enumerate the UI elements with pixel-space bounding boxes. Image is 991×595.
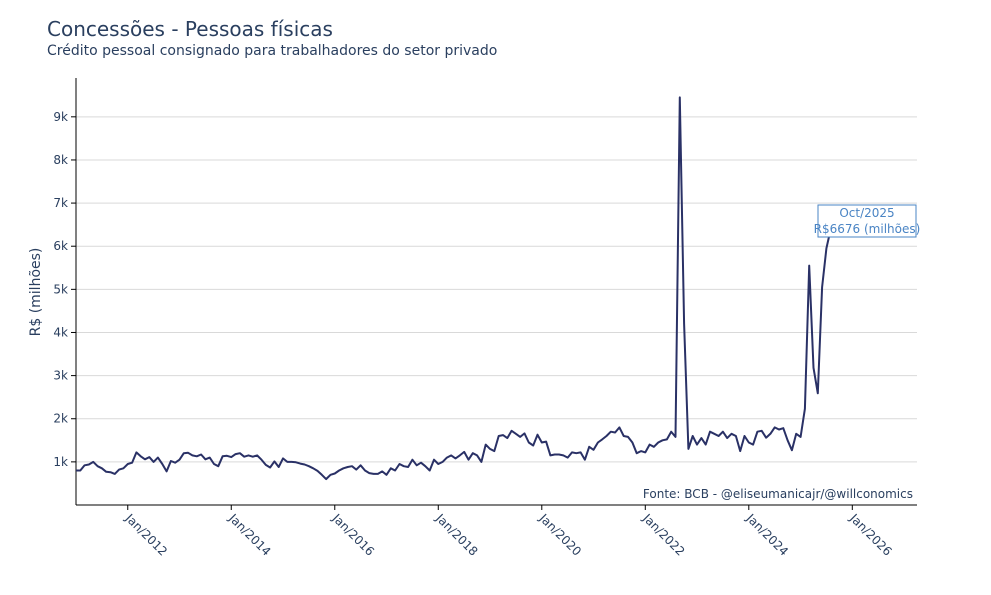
y-tick-label: 6k	[53, 239, 68, 253]
y-tick-label: 9k	[53, 110, 68, 124]
chart-subtitle: Crédito pessoal consignado para trabalha…	[47, 43, 498, 59]
axes	[75, 78, 917, 506]
x-tick-label: Jan/2016	[329, 511, 377, 559]
y-tick-label: 3k	[53, 369, 68, 383]
x-tick-label: Jan/2022	[639, 511, 687, 559]
x-tick-label: Jan/2012	[122, 511, 170, 559]
annotation-value: R$6676 (milhões)	[814, 222, 921, 236]
annotation-date: Oct/2025	[839, 206, 894, 220]
y-tick-label: 7k	[53, 196, 68, 210]
y-tick-label: 5k	[53, 282, 68, 296]
x-tick-label: Jan/2026	[846, 511, 894, 559]
chart-title: Concessões - Pessoas físicas	[47, 17, 333, 41]
y-tick-label: 4k	[53, 325, 68, 339]
x-tick-labels: Jan/2012 Jan/2014 Jan/2016 Jan/2018 Jan/2020…	[122, 505, 895, 559]
last-value-annotation: Oct/2025 R$6676 (milhões)	[814, 204, 921, 238]
source-note: Fonte: BCB - @eliseumanicajr/@willconomi…	[643, 487, 913, 501]
x-tick-label: Jan/2024	[743, 511, 791, 559]
y-tick-labels: 1k 2k 3k 4k 5k 6k 7k 8k 9k	[53, 110, 76, 469]
y-tick-label: 2k	[53, 412, 68, 426]
x-tick-label: Jan/2020	[536, 511, 584, 559]
y-tick-label: 1k	[53, 455, 68, 469]
annotation-box	[817, 204, 917, 238]
y-tick-label: 8k	[53, 153, 68, 167]
x-tick-label: Jan/2018	[432, 511, 480, 559]
grid-lines	[76, 116, 917, 463]
x-tick-label: Jan/2014	[225, 511, 273, 559]
series-line	[76, 96, 837, 481]
y-axis-title: R$ (milhões)	[28, 248, 44, 337]
